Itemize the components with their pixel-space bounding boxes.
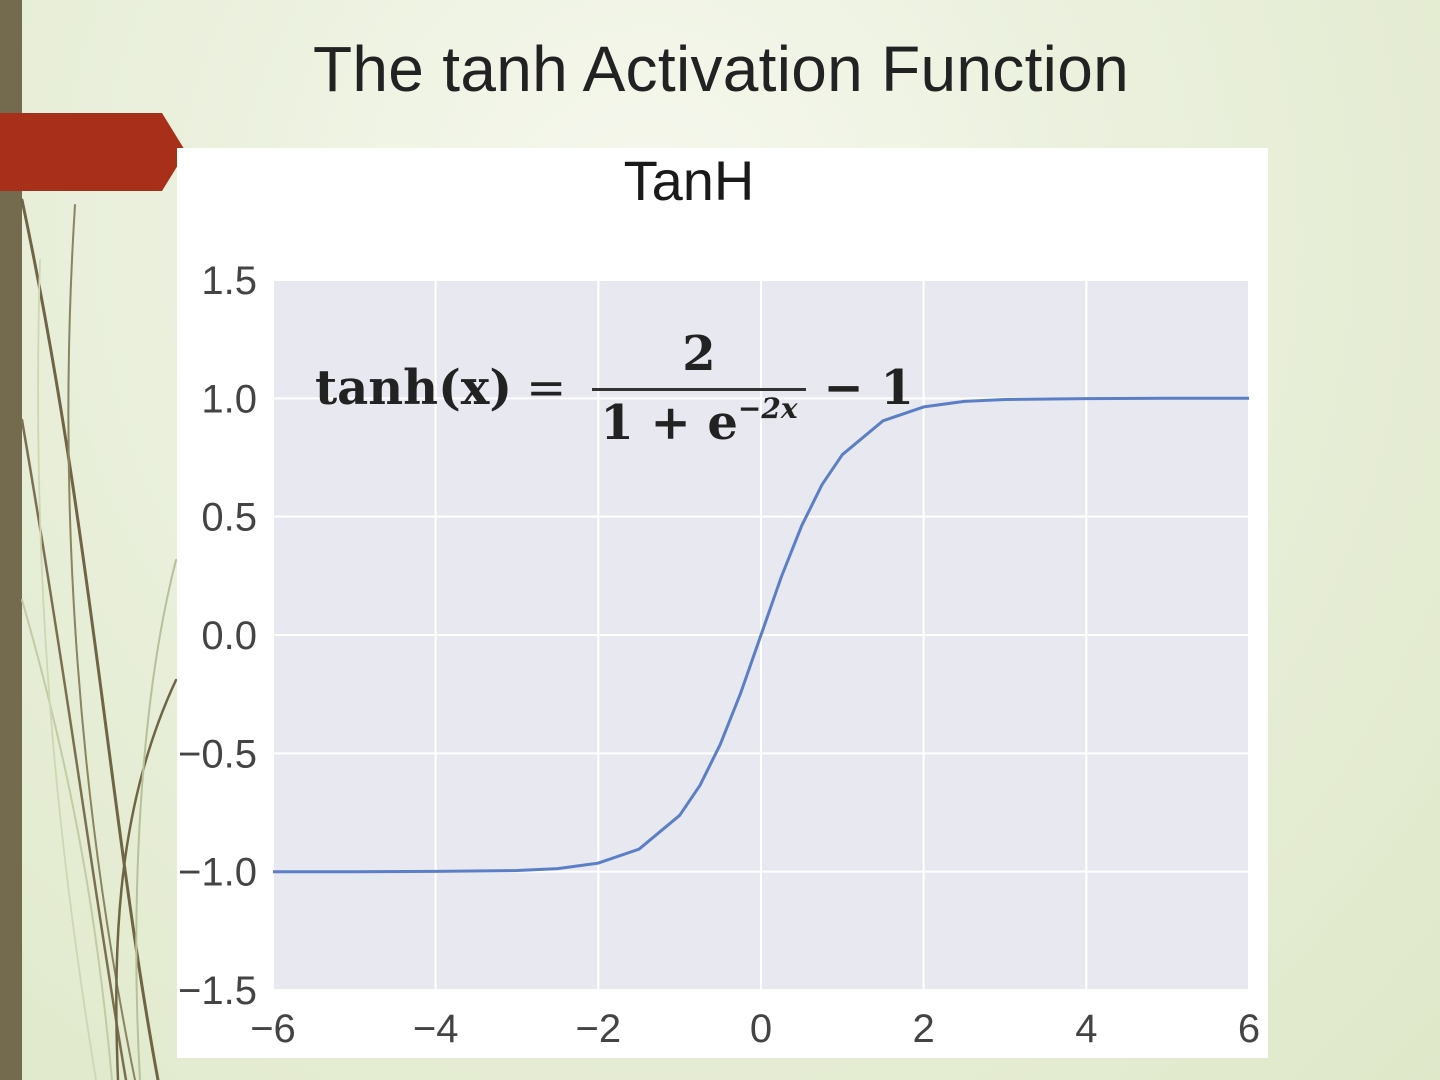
formula-numerator: 2	[682, 325, 716, 382]
formula-lhs: tanh(x)	[315, 360, 513, 416]
x-tick-label: −2	[576, 1007, 622, 1051]
chart-title: TanH	[624, 149, 755, 212]
series-line-0	[273, 396, 1249, 874]
formula-exponent: −2x	[737, 391, 798, 425]
y-tick-label: −1.0	[178, 851, 257, 895]
x-tick-label: 6	[1238, 1007, 1260, 1051]
title-accent-tab	[0, 113, 186, 191]
formula-denominator: 1 + e−2x	[592, 387, 806, 451]
y-tick-label: 0.0	[201, 614, 257, 658]
x-tick-label: −6	[250, 1007, 296, 1051]
formula-tail: − 1	[823, 360, 914, 416]
x-tick-label: −4	[413, 1007, 459, 1051]
x-tick-label: 4	[1075, 1007, 1097, 1051]
y-tick-label: 0.5	[201, 496, 257, 540]
formula-denominator-base: 1 + e	[600, 394, 738, 451]
grass-stroke	[115, 678, 178, 1080]
slide-title: The tanh Activation Function	[313, 33, 1129, 105]
y-tick-label: 1.0	[201, 377, 257, 421]
grass-stroke	[135, 559, 177, 1080]
decorative-grass	[20, 198, 178, 1080]
formula-fraction: 2 1 + e−2x	[592, 325, 806, 451]
y-tick-label: −0.5	[178, 732, 257, 776]
y-tick-label: −1.5	[178, 969, 257, 1013]
chart-panel: TanH −6 −4 −2 0 2 4 6 1.5 1.0 0.5 0.0 −0.5 −1.0 −1.5 …	[177, 148, 1268, 1058]
y-tick-label: 1.5	[201, 259, 257, 303]
tanh-chart: TanH −6 −4 −2 0 2 4 6 1.5 1.0 0.5 0.0 −0.5 −1.0 −1.5	[178, 149, 1260, 1051]
grass-stroke	[21, 599, 113, 1080]
grass-stroke	[20, 198, 160, 1080]
grass-stroke	[67, 204, 136, 1080]
grass-stroke	[37, 259, 97, 1080]
formula-equals: =	[526, 360, 567, 416]
tanh-formula: tanh(x) = 2 1 + e−2x − 1	[315, 308, 914, 468]
x-tick-label: 2	[913, 1007, 935, 1051]
sidebar-strip	[0, 0, 22, 1080]
x-tick-label: 0	[750, 1007, 772, 1051]
